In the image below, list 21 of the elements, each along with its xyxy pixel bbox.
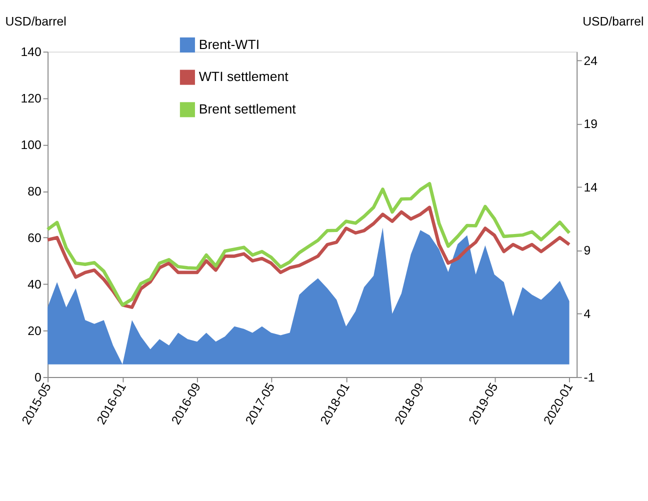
legend-label: WTI settlement (198, 69, 289, 84)
y2-tick-label: -1 (584, 370, 595, 384)
line-series (46, 206, 571, 309)
legend-label: Brent-WTI (198, 36, 260, 52)
y-tick-label: 100 (20, 138, 42, 152)
y2-tick-label: 19 (584, 117, 598, 132)
y-tick-label: 140 (20, 44, 42, 59)
y-tick-label: 80 (28, 184, 42, 198)
y2-tick-label: 4 (584, 307, 591, 322)
y2-axis-title: USD/barrel (582, 14, 644, 28)
y-tick-label: 60 (28, 230, 42, 245)
y2-tick-label: 9 (584, 244, 591, 258)
y-tick-label: 40 (28, 277, 42, 292)
y-axis-title: USD/barrel (5, 14, 66, 28)
y-tick-label: 20 (28, 324, 42, 338)
y-tick-label: 120 (20, 91, 42, 106)
legend-label: Brent settlement (198, 101, 296, 116)
y2-tick-label: 14 (584, 180, 598, 194)
line-series (46, 182, 571, 307)
y2-tick-label: 24 (584, 54, 598, 68)
y-tick-label: 0 (34, 370, 42, 384)
